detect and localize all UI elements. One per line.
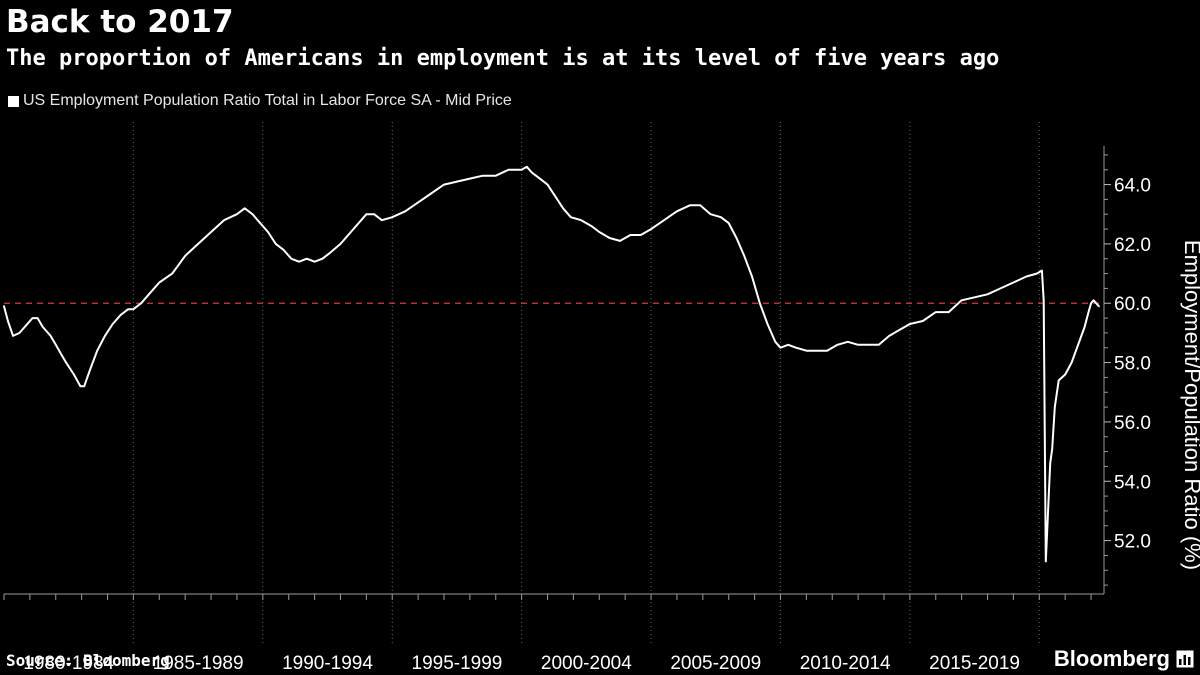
y-tick-label: 62.0 <box>1114 235 1151 256</box>
bloomberg-terminal-icon <box>1176 650 1194 668</box>
x-tick-label: 1985-1989 <box>153 653 244 674</box>
y-tick-label: 54.0 <box>1114 472 1151 493</box>
x-tick-label: 1980-1984 <box>23 653 114 674</box>
y-tick-label: 52.0 <box>1114 532 1151 553</box>
legend-swatch <box>8 95 19 107</box>
x-tick-label: 2010-2014 <box>800 653 891 674</box>
chart-legend: US Employment Population Ratio Total in … <box>8 90 512 112</box>
y-axis-title: Employment/Population Ratio (%) <box>1180 240 1200 570</box>
legend-label: US Employment Population Ratio Total in … <box>23 92 512 109</box>
x-tick-label: 2005-2009 <box>670 653 761 674</box>
chart-subtitle: The proportion of Americans in employmen… <box>6 46 1000 71</box>
x-tick-label: 2000-2004 <box>541 653 632 674</box>
x-tick-label: 1990-1994 <box>282 653 373 674</box>
y-tick-label: 56.0 <box>1114 413 1151 434</box>
bloomberg-logo: Bloomberg <box>1053 646 1170 671</box>
y-tick-label: 60.0 <box>1114 294 1151 315</box>
x-tick-label: 1995-1999 <box>412 653 503 674</box>
source-note: Source: Bloomberg <box>6 651 170 670</box>
y-tick-label: 58.0 <box>1114 354 1151 375</box>
y-tick-label: 64.0 <box>1114 176 1151 197</box>
series-line <box>3 165 1100 563</box>
chart-title: Back to 2017 <box>6 4 234 40</box>
x-tick-label: 2015-2019 <box>929 653 1020 674</box>
